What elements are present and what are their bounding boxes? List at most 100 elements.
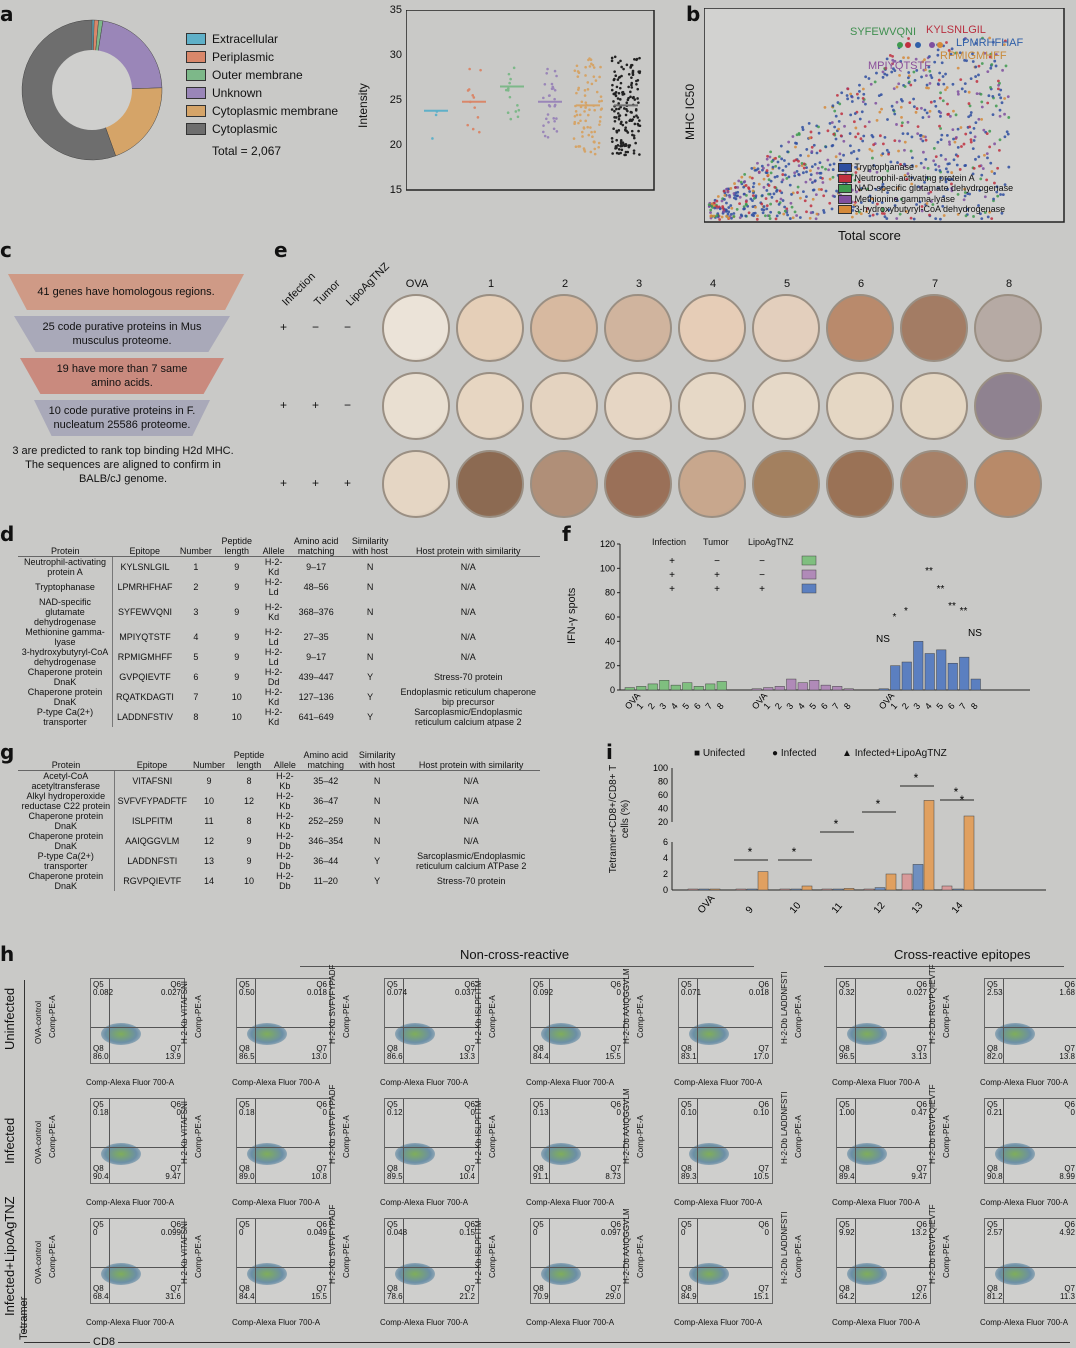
mhc-point bbox=[726, 212, 730, 216]
intensity-point bbox=[476, 116, 480, 119]
mhc-point bbox=[928, 69, 932, 73]
mhc-point bbox=[921, 116, 925, 119]
mhc-point bbox=[835, 189, 838, 193]
table-header: Protein bbox=[18, 744, 115, 771]
mhc-point bbox=[899, 162, 902, 166]
mhc-point bbox=[864, 102, 867, 106]
table-cell: 9 bbox=[234, 607, 240, 617]
mhc-point bbox=[929, 73, 933, 77]
mhc-point bbox=[815, 151, 819, 155]
mhc-point bbox=[982, 128, 986, 132]
cell-cloud bbox=[247, 1263, 287, 1285]
mhc-point bbox=[777, 202, 781, 206]
mhc-point bbox=[989, 86, 992, 89]
gate-v bbox=[1003, 1099, 1004, 1183]
mhc-point bbox=[878, 186, 882, 190]
mhc-point bbox=[856, 132, 860, 136]
table-cell: KYLSNLGIL bbox=[120, 562, 170, 572]
elispot-well bbox=[826, 294, 894, 362]
mhc-point bbox=[819, 171, 823, 175]
table-header: Allele bbox=[270, 744, 300, 771]
quadrant-value: Q7 31.6 bbox=[165, 1284, 181, 1301]
quadrant-value: Q7 10.8 bbox=[311, 1164, 327, 1181]
table-cell: N/A bbox=[463, 816, 479, 826]
flow-ylabel: Comp-PE-A bbox=[342, 1235, 351, 1278]
bar bbox=[735, 888, 747, 891]
swatch bbox=[186, 105, 206, 117]
mhc-point bbox=[789, 201, 793, 205]
mhc-point bbox=[784, 164, 788, 168]
mhc-point bbox=[797, 133, 801, 136]
table-row: Tryptophanase LPMRHFHAF 2 9 H-2-Ld 48–56 N N/A bbox=[18, 577, 540, 597]
mhc-point bbox=[996, 166, 1000, 170]
mhc-point bbox=[899, 98, 903, 101]
i-ylabel: Tetramer+CD8+/CD8+ T cells (%) bbox=[608, 764, 631, 874]
table-cell: 35–42 bbox=[313, 776, 339, 786]
gate-v bbox=[697, 1099, 698, 1183]
mhc-point bbox=[962, 142, 966, 146]
flow-column-label: H-2-Db LADDNFSTI bbox=[780, 1211, 789, 1284]
intensity-point bbox=[629, 118, 632, 122]
mhc-point bbox=[980, 62, 984, 65]
quadrant-value: Q8 90.8 bbox=[987, 1164, 1003, 1181]
mhc-point bbox=[712, 201, 716, 205]
plate-column-label: 1 bbox=[487, 278, 495, 290]
mhc-point bbox=[830, 144, 834, 148]
table-cell: N bbox=[373, 836, 381, 846]
table-header: Epitope bbox=[112, 530, 177, 557]
row-header-tumor: Tumor bbox=[312, 277, 343, 309]
mhc-point bbox=[750, 176, 754, 180]
y-tick-label: 0 bbox=[610, 685, 615, 695]
mhc-point bbox=[754, 194, 758, 198]
quadrant-value: Q8 89.0 bbox=[239, 1164, 255, 1181]
mhc-point bbox=[964, 214, 968, 218]
gate-h bbox=[679, 1147, 772, 1148]
quadrant-value: Q5 0.10 bbox=[681, 1100, 697, 1117]
mhc-point bbox=[881, 182, 885, 186]
mhc-point bbox=[853, 112, 857, 115]
elispot-well bbox=[604, 294, 672, 362]
table-header: Peptide length bbox=[214, 530, 259, 557]
mhc-point bbox=[990, 217, 994, 221]
mhc-point bbox=[898, 73, 901, 77]
intensity-point bbox=[478, 130, 481, 134]
ifn-legend-lipoagtnz: LipoAgTNZ bbox=[748, 537, 794, 547]
mhc-point bbox=[906, 76, 910, 80]
table-cell: Endoplasmic reticulum chaperone bip prec… bbox=[400, 687, 537, 707]
table-cell: H-2-Db bbox=[276, 851, 294, 871]
mhc-point bbox=[950, 171, 954, 174]
mhc-point bbox=[933, 60, 937, 64]
y-tick-label: 20 bbox=[605, 661, 615, 671]
cd8-axis-label: CD8 bbox=[90, 1336, 119, 1348]
flow-xlabel: Comp-Alexa Fluor 700-A bbox=[380, 1198, 469, 1207]
intensity-point bbox=[633, 57, 636, 61]
mhc-point bbox=[729, 212, 733, 216]
flow-plot: Q5 0.32 Q6 0.027 Q8 96.5 Q7 3.13 bbox=[836, 978, 931, 1064]
mhc-point bbox=[769, 202, 773, 206]
y-tick-label: 0 bbox=[663, 885, 668, 895]
mhc-point bbox=[944, 88, 947, 92]
table-cell: H-2-Db bbox=[276, 831, 294, 851]
cell-cloud bbox=[995, 1143, 1035, 1165]
plate-column-label: 6 bbox=[857, 278, 865, 290]
funnel-step-5: 3 are predicted to rank top binding H2d … bbox=[12, 445, 234, 485]
elispot-well bbox=[456, 294, 524, 362]
quadrant-value: Q8 78.6 bbox=[387, 1284, 403, 1301]
table-cell: 10 bbox=[203, 796, 214, 806]
mhc-point bbox=[960, 145, 963, 148]
bar bbox=[885, 873, 897, 891]
mhc-point bbox=[773, 185, 777, 189]
table-cell: H-2-Kd bbox=[264, 707, 283, 727]
table-cell: N bbox=[366, 632, 374, 642]
bar bbox=[636, 686, 647, 691]
intensity-point bbox=[479, 68, 482, 72]
flow-plot: Q5 2.53 Q6 1.68 Q8 82.0 Q7 13.8 bbox=[984, 978, 1076, 1064]
mhc-point bbox=[840, 91, 844, 95]
mhc-point bbox=[805, 170, 808, 174]
mhc-point bbox=[947, 49, 951, 52]
intensity-point bbox=[431, 137, 434, 140]
mhc-point bbox=[892, 67, 895, 71]
table-cell: NAD-specific glutamate dehydrogenase bbox=[18, 597, 114, 627]
mhc-point bbox=[814, 193, 818, 196]
mhc-point bbox=[777, 166, 781, 170]
